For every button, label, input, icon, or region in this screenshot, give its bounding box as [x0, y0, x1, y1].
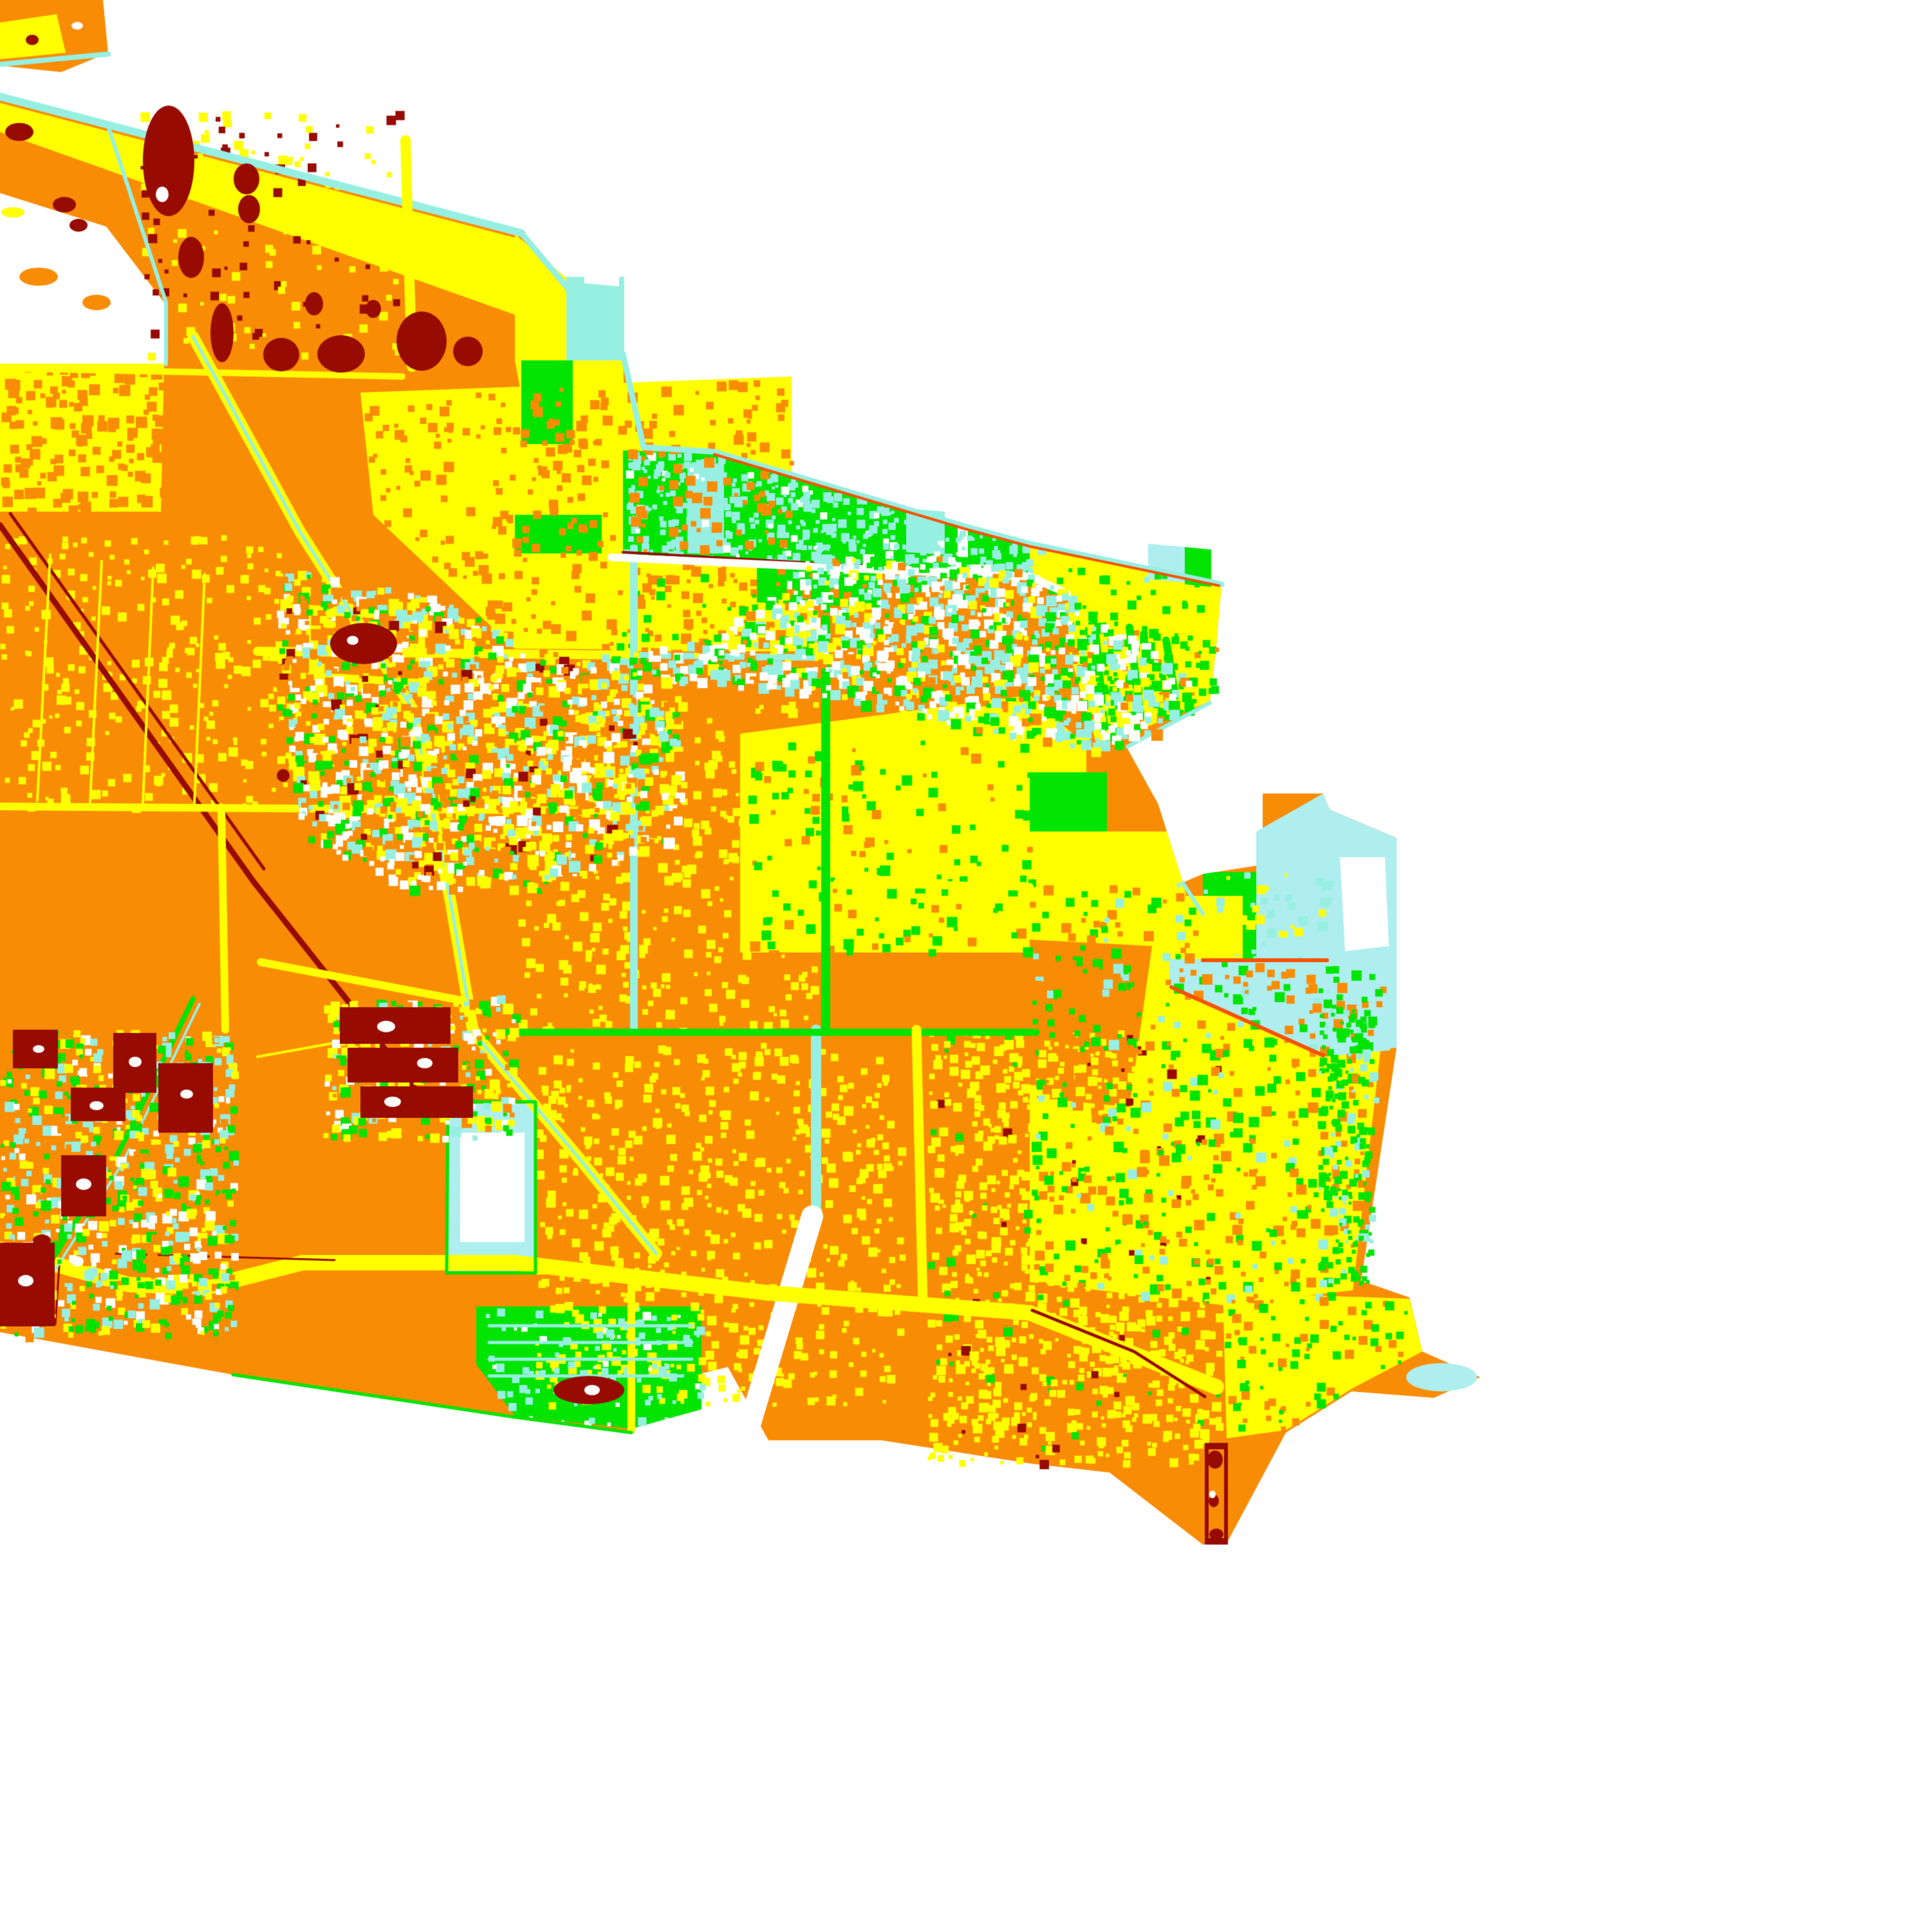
classified-raster-map [0, 0, 1932, 1932]
land-cover-map-view [0, 0, 1932, 1932]
